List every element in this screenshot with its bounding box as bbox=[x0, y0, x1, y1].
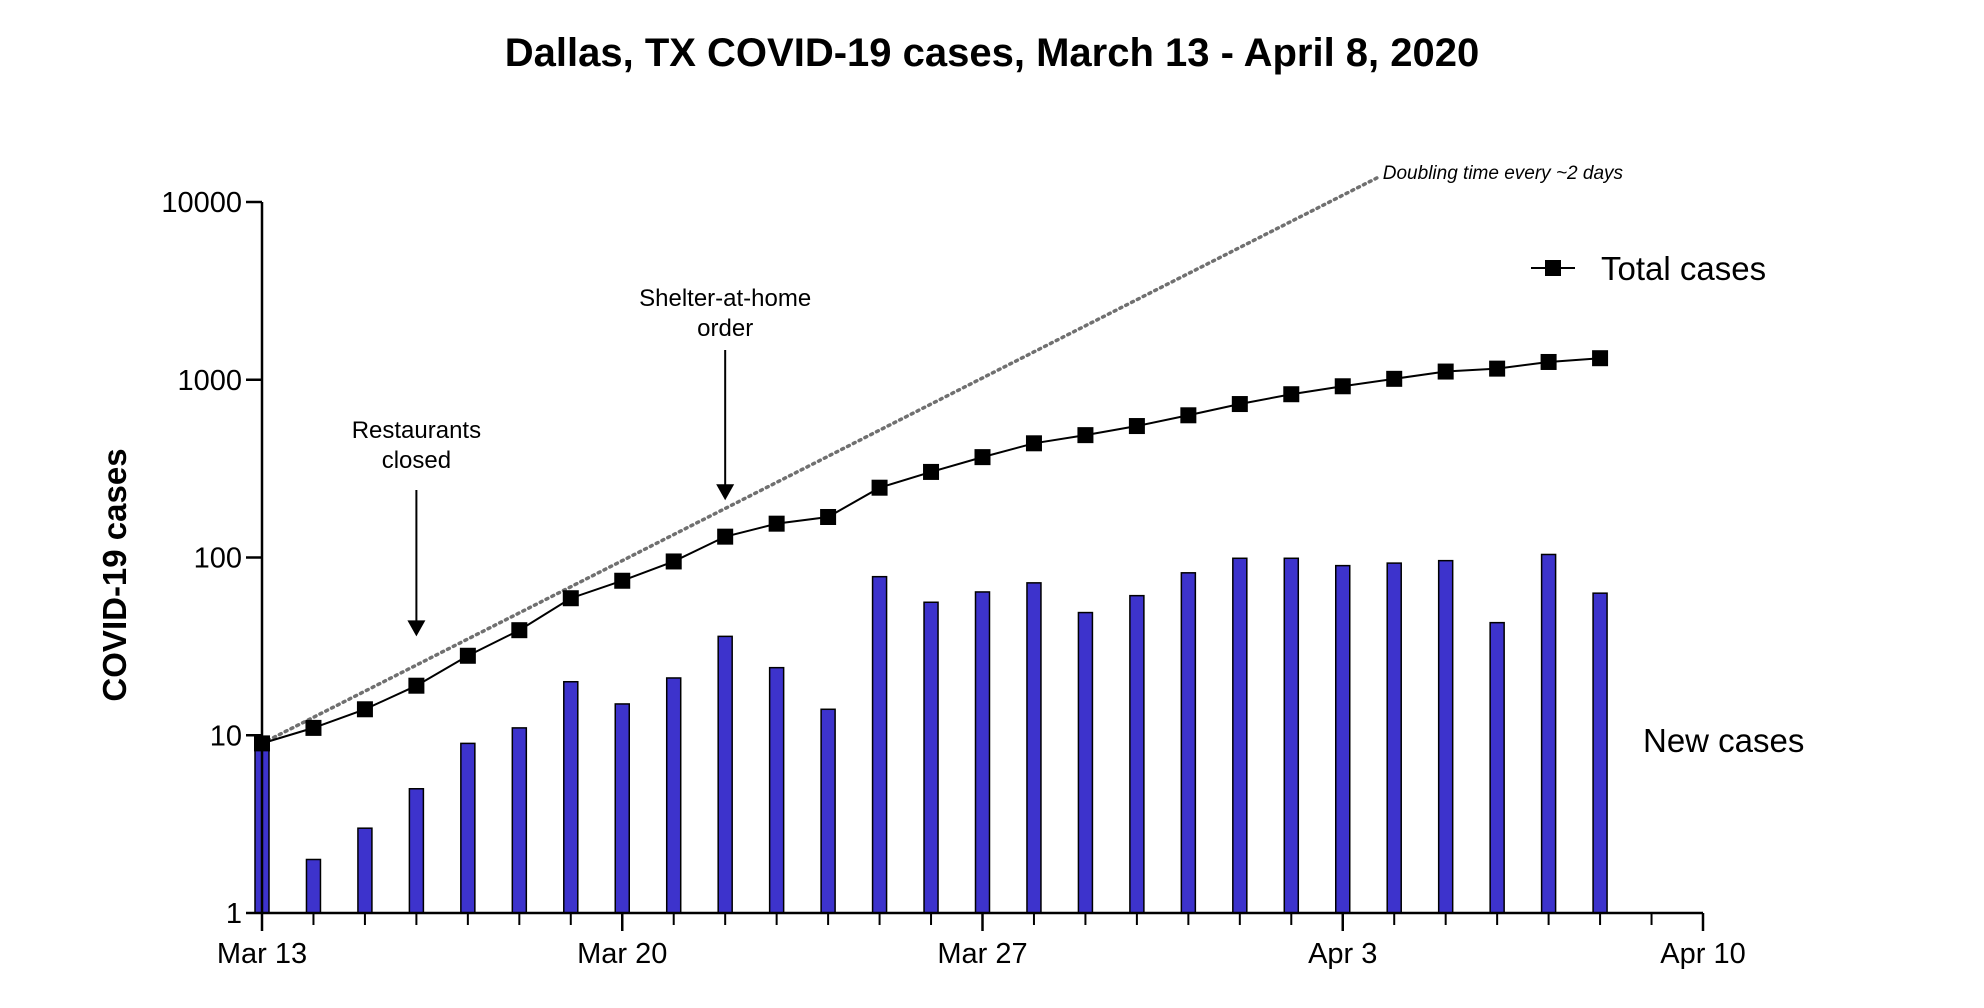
legend-label-total-cases: Total cases bbox=[1601, 250, 1766, 287]
bar-new-cases bbox=[1180, 572, 1197, 914]
bar-new-cases bbox=[511, 727, 528, 914]
total-cases-marker bbox=[1437, 363, 1454, 380]
total-cases-marker bbox=[1283, 386, 1300, 403]
bar-new-cases bbox=[1026, 582, 1042, 914]
total-cases-marker bbox=[1128, 418, 1145, 435]
y-tick-label: 1 bbox=[226, 898, 242, 930]
y-tick-label: 100 bbox=[194, 543, 242, 575]
bar-new-cases bbox=[974, 591, 991, 914]
bar-new-cases bbox=[1386, 562, 1402, 914]
total-cases-marker bbox=[1489, 360, 1506, 377]
total-cases-marker bbox=[1231, 396, 1248, 413]
bar-new-cases bbox=[1077, 611, 1094, 914]
total-cases-marker bbox=[1334, 378, 1351, 395]
total-cases-marker bbox=[305, 719, 322, 736]
total-cases-marker bbox=[562, 590, 579, 607]
bar-new-cases bbox=[1592, 592, 1608, 914]
bar-new-cases bbox=[923, 601, 939, 914]
bar-new-cases bbox=[1437, 559, 1454, 914]
bar-new-cases bbox=[614, 703, 630, 914]
bar-new-cases bbox=[665, 677, 682, 914]
bar-new-cases bbox=[820, 708, 836, 914]
total-cases-marker bbox=[511, 622, 528, 639]
y-axis-label: COVID-19 cases bbox=[96, 448, 133, 701]
bar-new-cases bbox=[717, 635, 733, 914]
total-cases-marker bbox=[820, 508, 837, 525]
total-cases-marker bbox=[1592, 350, 1609, 367]
total-cases-marker bbox=[1386, 370, 1403, 387]
bar-series-new-cases bbox=[254, 553, 1608, 914]
x-tick-label: Mar 13 bbox=[217, 938, 307, 970]
label-new-cases: New cases bbox=[1643, 722, 1804, 759]
y-tick-label: 10 bbox=[210, 720, 242, 752]
annotation-restaurants-closed-text: Restaurants bbox=[352, 417, 481, 444]
bar-new-cases bbox=[1232, 557, 1248, 914]
x-tick-label: Mar 20 bbox=[577, 938, 667, 970]
total-cases-marker bbox=[871, 479, 888, 496]
total-cases-marker bbox=[1540, 353, 1557, 370]
legend: Total cases bbox=[1531, 250, 1766, 287]
annotation-shelter-at-home-text: Shelter-at-home bbox=[639, 285, 811, 312]
chart-title: Dallas, TX COVID-19 cases, March 13 - Ap… bbox=[505, 31, 1480, 75]
bar-new-cases bbox=[408, 788, 425, 914]
x-tick-label: Mar 27 bbox=[937, 938, 1027, 970]
x-tick-label: Apr 10 bbox=[1660, 938, 1745, 970]
bar-new-cases bbox=[1335, 564, 1351, 914]
total-cases-marker bbox=[614, 572, 631, 589]
bar-new-cases bbox=[1129, 594, 1145, 914]
x-tick-label: Apr 3 bbox=[1308, 938, 1377, 970]
bar-new-cases bbox=[1283, 557, 1300, 914]
bar-new-cases bbox=[768, 666, 785, 914]
total-cases-marker bbox=[1180, 407, 1197, 424]
bar-new-cases bbox=[305, 858, 322, 914]
annotation-restaurants-closed-text: closed bbox=[382, 447, 451, 474]
annotation-shelter-at-home-arrow-head bbox=[716, 484, 735, 501]
total-cases-marker bbox=[717, 528, 734, 545]
total-cases-marker bbox=[356, 701, 373, 718]
total-cases-marker bbox=[1025, 435, 1042, 452]
total-cases-marker bbox=[923, 463, 940, 480]
total-cases-marker bbox=[459, 647, 476, 664]
y-tick-label: 1000 bbox=[177, 365, 242, 397]
bar-new-cases bbox=[357, 827, 373, 914]
total-cases-marker bbox=[665, 553, 682, 570]
annotations: Restaurants closed Shelter-at-home order bbox=[352, 285, 811, 637]
doubling-label: Doubling time every ~2 days bbox=[1383, 163, 1624, 184]
doubling-reference-line bbox=[260, 175, 1381, 746]
total-cases-marker bbox=[974, 449, 991, 466]
bar-new-cases bbox=[563, 680, 579, 914]
y-axis-ticks: 1 10 100 1000 10000 bbox=[161, 187, 262, 930]
total-cases-marker bbox=[1077, 427, 1094, 444]
legend-square-marker bbox=[1545, 260, 1561, 276]
annotation-shelter-at-home-text: order bbox=[697, 315, 753, 342]
annotation-restaurants-closed-arrow-head bbox=[407, 620, 426, 637]
bar-new-cases bbox=[1489, 621, 1505, 914]
bar-new-cases bbox=[1540, 553, 1557, 914]
total-cases-marker bbox=[408, 677, 425, 694]
x-axis-ticks: Mar 13 Mar 20 Mar 27 Apr 3 Apr 10 bbox=[217, 913, 1746, 970]
total-cases-marker bbox=[768, 515, 785, 532]
y-tick-label: 10000 bbox=[161, 187, 242, 219]
bar-new-cases bbox=[460, 742, 476, 914]
bar-new-cases bbox=[871, 575, 888, 914]
